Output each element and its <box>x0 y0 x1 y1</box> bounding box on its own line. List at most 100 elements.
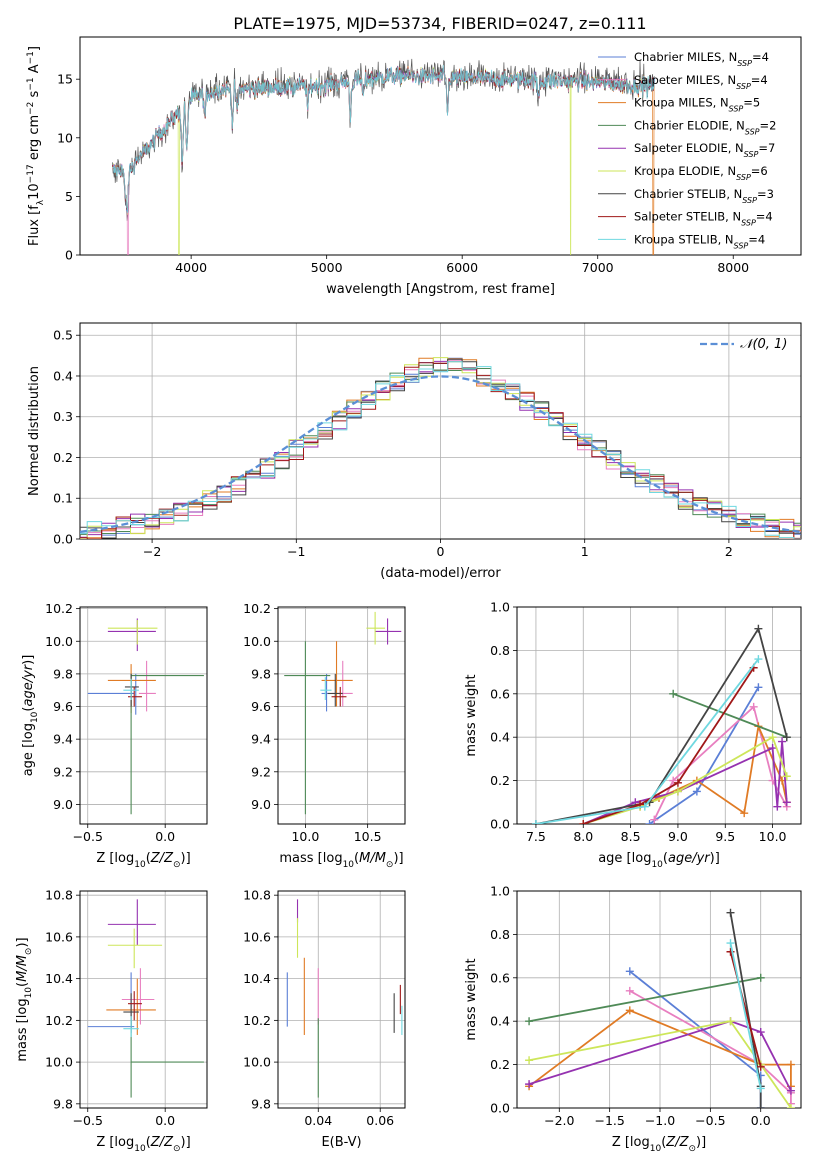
weight-marker-krou_elodie <box>782 772 791 781</box>
weight-line-chab_stelib <box>535 626 788 824</box>
weight-marker-chab_elodie <box>669 689 678 698</box>
errorbar-salp_stelib <box>128 991 142 1021</box>
y-tick-label: 10.2 <box>45 601 73 616</box>
histogram-krou_stelib <box>80 361 801 539</box>
x-tick-label: 0.04 <box>304 1113 332 1128</box>
x-axis: 7.5 8.0 8.5 9.0 9.5 10.0 <box>526 607 787 844</box>
weight-marker-krou_elodie <box>726 1017 735 1026</box>
x-tick-label: −0.5 <box>73 829 103 844</box>
x-tick-label: 8000 <box>717 260 749 275</box>
x-tick-label: −0.5 <box>73 1113 103 1128</box>
weight-marker-chab_miles <box>692 787 701 796</box>
x-tick-label: −1 <box>287 544 305 559</box>
y-tick-label: 9.0 <box>251 797 271 812</box>
weight-line-krou_elodie <box>528 1020 792 1108</box>
errorbar-salp_stelib <box>331 686 347 707</box>
weight-marker-krou_stelib <box>726 939 735 948</box>
y-tick-label: 0.2 <box>53 450 73 465</box>
x-tick-label: 9.5 <box>715 829 735 844</box>
weight-line-salp_elodie <box>528 1020 792 1092</box>
errorbar-chab_elodie <box>284 641 331 815</box>
x-axis: −2.0 −1.5 −1.0 −0.5 0.0 <box>544 891 771 1128</box>
weight-marker-salp_miles <box>650 815 659 824</box>
weight-marker-chab_miles <box>645 820 654 824</box>
x-tick-label: 0.0 <box>155 1113 175 1128</box>
y-tick-label: 0.0 <box>490 1101 510 1116</box>
errorbar-krou_miles <box>321 641 353 707</box>
x-tick-label: 6000 <box>446 260 478 275</box>
y-axis: 9.0 9.2 9.4 9.6 9.8 10.0 10.2 <box>45 601 207 812</box>
errorbar-salp_miles <box>138 660 156 712</box>
y-tick-label: 0.1 <box>53 491 73 506</box>
y-tick-label: 0.5 <box>53 328 73 343</box>
y-tick-label: 10.4 <box>243 971 271 986</box>
y-axis-label: mass weight <box>464 674 479 756</box>
x-tick-label: 1 <box>581 544 589 559</box>
y-tick-label: 10.2 <box>243 601 271 616</box>
weight-marker-salp_elodie <box>778 737 787 746</box>
y-axis-label: Flux [fλ10−17 erg cm−2 s−1 A−1] <box>26 46 46 246</box>
legend-label-chab_miles: Chabrier MILES, NSSP=4 <box>634 50 769 68</box>
weight-marker-chab_miles <box>754 683 763 692</box>
x-tick-label: 0.0 <box>751 1113 771 1128</box>
weight-line-chab_elodie <box>672 692 788 739</box>
weight-marker-krou_stelib <box>531 820 540 824</box>
errorbar-chab_miles <box>87 972 135 1033</box>
weight-marker-chab_stelib <box>754 624 763 633</box>
x-tick-label: 0 <box>437 544 445 559</box>
errorbar-krou_elodie <box>107 928 163 969</box>
weight-lines <box>525 908 795 1108</box>
legend-label-krou_stelib: Kroupa STELIB, NSSP=4 <box>634 232 765 250</box>
x-axis: −0.5 0.0 <box>73 607 175 844</box>
y-tick-label: 0.4 <box>53 368 73 383</box>
y-axis-label: Normed distribution <box>27 366 42 496</box>
x-axis: −0.5 0.0 <box>73 891 175 1128</box>
x-tick-label: 7000 <box>582 260 614 275</box>
errorbars <box>284 611 402 815</box>
y-axis-label: mass weight <box>464 958 479 1040</box>
weight-marker-chab_stelib <box>756 1104 765 1108</box>
y-tick-label: 0.4 <box>490 730 510 745</box>
plot-frame <box>79 606 208 825</box>
errorbar-salp_elodie <box>375 618 402 645</box>
weight-marker-krou_stelib <box>640 802 649 811</box>
x-tick-label: 4000 <box>175 260 207 275</box>
errorbars <box>87 899 204 1098</box>
weight-marker-salp_miles <box>625 986 634 995</box>
legend-label-normal: 𝒩(0, 1) <box>740 337 787 352</box>
weight-marker-salp_stelib <box>673 778 682 787</box>
errorbar-salp_elodie <box>107 899 156 946</box>
y-tick-label: 0.6 <box>490 970 510 985</box>
weight-marker-krou_elodie <box>673 787 682 796</box>
y-tick-label: 10.6 <box>243 929 271 944</box>
errorbar-chab_miles <box>321 673 331 712</box>
x-tick-label: −1.0 <box>645 1113 675 1128</box>
y-tick-label: 9.4 <box>53 732 73 747</box>
errorbar-krou_stelib <box>123 1016 139 1038</box>
histogram-krou_elodie <box>80 357 801 539</box>
weight-marker-krou_elodie <box>786 1104 795 1108</box>
y-tick-label: 10.2 <box>243 1013 271 1028</box>
weight-marker-chab_stelib <box>726 908 735 917</box>
chart-weight-vs-Z: −2.0 −1.5 −1.0 −0.5 0.0 0.0 0.2 0.4 0.6 0.8 1.0 Z [… <box>464 884 802 1154</box>
weight-marker-salp_elodie <box>756 1028 765 1037</box>
x-tick-label: 0.0 <box>155 829 175 844</box>
weight-marker-salp_stelib <box>579 820 588 824</box>
legend-label-chab_elodie: Chabrier ELODIE, NSSP=2 <box>634 118 776 136</box>
plot-frame <box>79 322 802 540</box>
errorbars <box>286 899 403 1098</box>
x-axis-label: Z [log10(Z/Z⊙)] <box>96 1135 190 1154</box>
spectrum-legend: Chabrier MILES, NSSP=4 Salpeter MILES, NS… <box>598 50 776 250</box>
y-tick-label: 10.6 <box>45 929 73 944</box>
errorbar-krou_stelib <box>320 677 332 700</box>
legend-label-krou_elodie: Kroupa ELODIE, NSSP=6 <box>634 164 768 182</box>
x-tick-label: 2 <box>725 544 733 559</box>
weight-marker-krou_miles <box>740 809 749 818</box>
y-tick-label: 9.6 <box>53 699 73 714</box>
chart-mass-vs-ebv: 0.04 0.06 9.8 10.0 10.2 10.4 10.6 10.8 E(B-V) <box>243 888 406 1150</box>
legend-label-krou_miles: Kroupa MILES, NSSP=5 <box>634 96 760 114</box>
plot-frame <box>79 36 802 256</box>
y-tick-label: 0.8 <box>490 927 510 942</box>
y-tick-label: 0.4 <box>490 1014 510 1029</box>
